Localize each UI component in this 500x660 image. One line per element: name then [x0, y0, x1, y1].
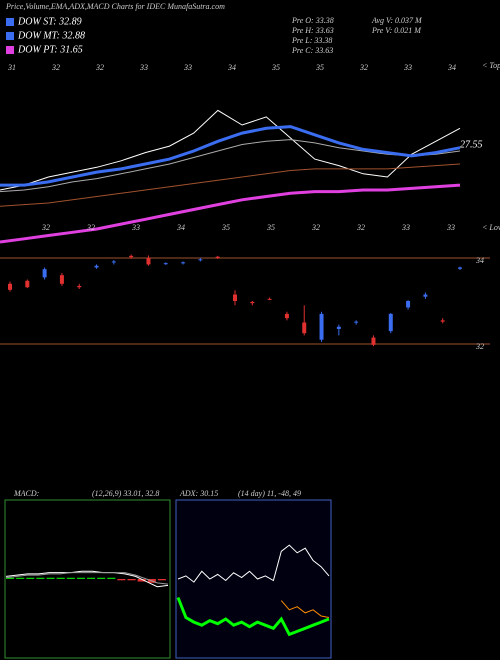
top-label: 35 [315, 63, 324, 72]
series-line [5, 572, 169, 585]
low-label: 35 [221, 223, 230, 232]
y-tick-label: 34 [475, 256, 484, 265]
series-line [0, 163, 461, 207]
adx-panel [175, 499, 332, 659]
low-label: 32 [41, 223, 50, 232]
legend-swatch [6, 32, 14, 40]
low-label: 32 [311, 223, 320, 232]
candle-body [42, 269, 47, 278]
candle-body [94, 265, 99, 268]
top-caption: < Tops [482, 61, 500, 70]
histogram-bar [66, 577, 75, 579]
series-line [280, 600, 330, 618]
info-text: Pre V: 0.021 M [371, 26, 422, 35]
histogram-bar [117, 579, 126, 581]
candle-body [8, 283, 12, 290]
annotation: 27.55 [460, 139, 483, 150]
legend-label: DOW ST: 32.89 [17, 16, 82, 27]
top-label: 32 [95, 63, 104, 72]
info-text: Pre C: 33.63 [291, 46, 333, 55]
y-tick-label: 32 [475, 342, 484, 351]
top-label: 32 [51, 63, 60, 72]
candle-body [423, 294, 428, 297]
panel-subtitle: (14 day) 11, -48, 49 [238, 489, 301, 498]
top-label: 33 [139, 63, 148, 72]
candle-body [146, 258, 151, 265]
candle-body [215, 256, 220, 259]
info-text: Pre O: 33.38 [291, 16, 334, 25]
candle-body [25, 280, 30, 288]
top-label: 33 [183, 63, 192, 72]
candle-body [284, 313, 289, 319]
candle-body [458, 267, 462, 269]
candle-body [198, 259, 203, 261]
histogram-bar [6, 577, 15, 579]
candle-body [267, 298, 272, 300]
histogram-bar [97, 577, 106, 579]
panel-title: MACD: [13, 489, 40, 498]
histogram-bar [26, 577, 35, 579]
legend-swatch [6, 18, 14, 26]
candle-body [319, 313, 324, 340]
info-text: Avg V: 0.037 M [371, 16, 423, 25]
series-line [177, 544, 330, 583]
candle-body [302, 322, 307, 334]
candle-body [406, 301, 411, 308]
low-label: 33 [446, 223, 455, 232]
low-caption: < Lows [482, 223, 500, 232]
info-text: Pre H: 33.63 [291, 26, 334, 35]
series-line [0, 109, 461, 191]
histogram-bar [157, 579, 166, 581]
candle-body [77, 285, 82, 288]
histogram-bar [76, 577, 85, 579]
candle-body [111, 261, 116, 263]
histogram-bar [16, 577, 25, 579]
candle-body [163, 263, 168, 265]
candle-body [59, 275, 64, 284]
candle-body [250, 301, 255, 304]
series-line [0, 183, 461, 244]
candle-body [388, 313, 393, 332]
series-line [0, 125, 461, 187]
candle-body [129, 255, 134, 258]
top-label: 34 [447, 63, 456, 72]
histogram-bar [87, 577, 96, 579]
info-text: Pre L: 33.38 [291, 36, 332, 45]
legend-swatch [6, 46, 14, 54]
panel-title: ADX: 30.15 [179, 489, 218, 498]
candle-body [336, 326, 341, 329]
series-line [5, 570, 169, 588]
histogram-bar [137, 579, 146, 582]
low-label: 33 [401, 223, 410, 232]
low-label: 34 [176, 223, 185, 232]
histogram-bar [127, 579, 136, 581]
low-label: 32 [86, 223, 95, 232]
series-line [176, 596, 330, 637]
low-label: 33 [131, 223, 140, 232]
candle-body [354, 321, 359, 323]
panel-subtitle: (12,26,9) 33.01, 32.8 [92, 489, 159, 498]
candle-body [371, 337, 376, 345]
top-label: 33 [403, 63, 412, 72]
histogram-bar [56, 577, 65, 579]
candle-body [233, 294, 237, 301]
page-title: Price,Volume,EMA,ADX,MACD Charts for IDE… [5, 2, 225, 11]
histogram-bar [107, 577, 116, 579]
histogram-bar [36, 577, 45, 579]
top-label: 32 [359, 63, 368, 72]
top-label: 31 [7, 63, 16, 72]
low-label: 35 [266, 223, 275, 232]
legend-label: DOW MT: 32.88 [17, 30, 85, 41]
candle-body [181, 262, 186, 264]
top-label: 35 [271, 63, 280, 72]
low-label: 32 [356, 223, 365, 232]
series-line [0, 139, 461, 193]
candle-body [440, 320, 445, 322]
legend-label: DOW PT: 31.65 [17, 44, 83, 55]
histogram-bar [46, 577, 55, 579]
top-label: 34 [227, 63, 236, 72]
